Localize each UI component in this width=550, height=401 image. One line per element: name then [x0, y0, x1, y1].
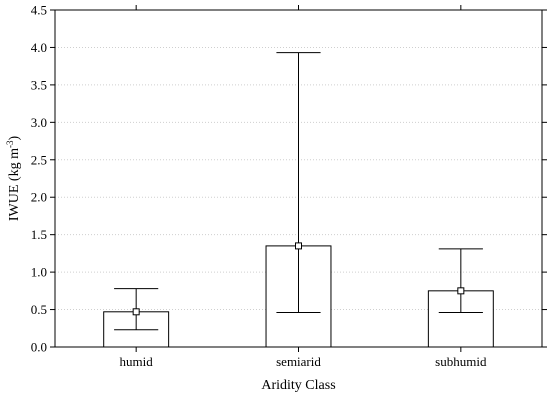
- y-axis-title: IWUE (kg m-3): [5, 136, 22, 222]
- y-tick-label: 3.0: [31, 115, 47, 130]
- y-tick-label: 0.0: [31, 340, 47, 355]
- y-tick-label: 2.5: [31, 152, 47, 167]
- y-axis-title-close: ): [7, 136, 22, 141]
- y-tick-label: 2.0: [31, 190, 47, 205]
- y-tick-label: 0.5: [31, 302, 47, 317]
- y-tick-label: 3.5: [31, 77, 47, 92]
- mean-marker: [132, 308, 140, 316]
- mean-marker: [295, 242, 302, 250]
- bars-layer: [103, 52, 494, 348]
- y-tick-label: 4.0: [31, 40, 47, 55]
- x-axis-title: Aridity Class: [261, 378, 335, 393]
- mean-marker: [457, 287, 465, 295]
- y-axis: 0.0 0.5 1.0 1.5 2.0 2.5 3.0 3.5 4.0 4.5: [31, 3, 547, 355]
- y-axis-title-main: IWUE (kg m: [7, 148, 22, 221]
- y-tick-label: 1.0: [31, 265, 47, 280]
- y-tick-label: 1.5: [31, 227, 47, 242]
- y-axis-title-superscript: -3: [5, 140, 15, 148]
- x-tick-label: humid: [120, 354, 154, 369]
- y-tick-label: 4.5: [31, 3, 47, 18]
- x-tick-label: subhumid: [435, 354, 487, 369]
- x-tick-label: semiarid: [276, 354, 321, 369]
- x-axis: humid semiarid subhumid: [120, 5, 487, 369]
